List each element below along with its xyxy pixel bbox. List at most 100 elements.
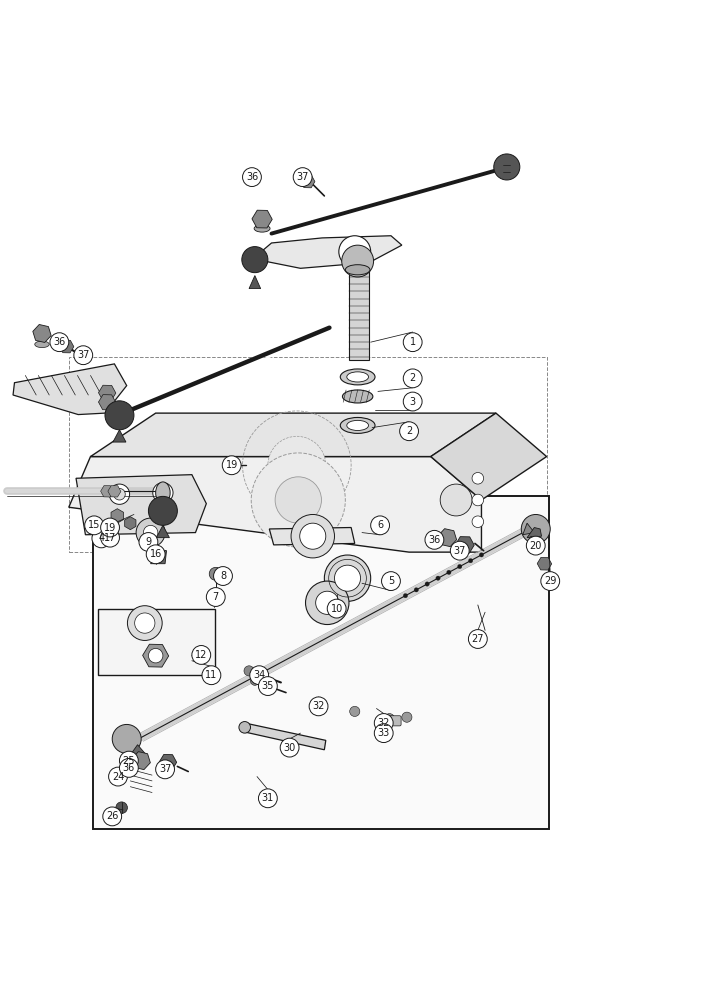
- Circle shape: [109, 484, 130, 504]
- Text: 26: 26: [106, 811, 119, 821]
- Text: 32: 32: [312, 701, 325, 711]
- Ellipse shape: [239, 722, 251, 733]
- Circle shape: [209, 567, 222, 580]
- Circle shape: [202, 666, 221, 685]
- Circle shape: [400, 422, 418, 441]
- Circle shape: [403, 594, 408, 598]
- Circle shape: [324, 555, 371, 601]
- Text: 36: 36: [429, 535, 440, 545]
- Circle shape: [109, 767, 127, 786]
- Text: 11: 11: [206, 670, 217, 680]
- Circle shape: [293, 168, 312, 187]
- Circle shape: [371, 516, 390, 535]
- Circle shape: [114, 488, 125, 500]
- Circle shape: [382, 572, 400, 590]
- Circle shape: [74, 346, 93, 365]
- Circle shape: [384, 714, 395, 724]
- Text: 12: 12: [195, 650, 208, 660]
- Circle shape: [327, 599, 346, 618]
- Circle shape: [275, 477, 321, 523]
- Circle shape: [342, 245, 374, 277]
- Circle shape: [143, 525, 158, 540]
- Circle shape: [85, 516, 104, 535]
- Circle shape: [479, 553, 484, 557]
- Circle shape: [425, 530, 444, 549]
- Circle shape: [112, 724, 141, 753]
- Circle shape: [414, 588, 418, 592]
- Polygon shape: [69, 457, 481, 552]
- Circle shape: [313, 699, 324, 709]
- Text: 30: 30: [284, 743, 295, 753]
- Text: 34: 34: [253, 670, 265, 680]
- Circle shape: [309, 697, 328, 716]
- Circle shape: [156, 760, 174, 779]
- Circle shape: [116, 802, 127, 813]
- Circle shape: [206, 588, 225, 606]
- Text: 1: 1: [410, 337, 416, 347]
- Circle shape: [300, 523, 326, 549]
- Circle shape: [541, 572, 560, 590]
- Circle shape: [119, 758, 138, 777]
- Ellipse shape: [35, 341, 49, 348]
- Polygon shape: [523, 523, 534, 535]
- Circle shape: [251, 453, 345, 547]
- Circle shape: [425, 582, 429, 586]
- Text: 4: 4: [98, 533, 104, 543]
- Circle shape: [101, 528, 119, 547]
- Ellipse shape: [347, 420, 369, 430]
- Circle shape: [153, 483, 173, 503]
- Text: 37: 37: [159, 764, 172, 774]
- Polygon shape: [13, 364, 127, 415]
- Text: 15: 15: [88, 520, 101, 530]
- Text: 25: 25: [122, 756, 135, 766]
- Polygon shape: [113, 430, 126, 442]
- Circle shape: [526, 536, 545, 555]
- Circle shape: [258, 677, 277, 695]
- Text: 2: 2: [410, 373, 416, 383]
- Polygon shape: [90, 413, 496, 457]
- Text: 36: 36: [246, 172, 258, 182]
- Circle shape: [494, 154, 520, 180]
- Text: 2: 2: [406, 426, 412, 436]
- Circle shape: [244, 666, 254, 676]
- Text: 7: 7: [213, 592, 219, 602]
- Circle shape: [148, 648, 163, 663]
- Circle shape: [350, 706, 360, 716]
- Text: 37: 37: [77, 350, 90, 360]
- Text: 37: 37: [453, 546, 466, 556]
- Ellipse shape: [340, 417, 375, 433]
- Text: 37: 37: [296, 172, 309, 182]
- Circle shape: [243, 168, 261, 187]
- Text: 19: 19: [104, 523, 116, 533]
- Circle shape: [214, 567, 232, 585]
- Circle shape: [374, 724, 393, 743]
- Circle shape: [374, 714, 393, 732]
- Text: 16: 16: [150, 549, 161, 559]
- Circle shape: [403, 392, 422, 411]
- Circle shape: [468, 559, 473, 563]
- Circle shape: [92, 529, 111, 548]
- Text: 5: 5: [388, 576, 394, 586]
- Circle shape: [251, 677, 259, 685]
- Polygon shape: [269, 528, 355, 545]
- Circle shape: [268, 436, 326, 494]
- Ellipse shape: [347, 372, 369, 382]
- Circle shape: [291, 514, 334, 558]
- Text: 20: 20: [529, 541, 542, 551]
- Text: 36: 36: [123, 763, 135, 773]
- Circle shape: [250, 666, 269, 685]
- Circle shape: [242, 247, 268, 273]
- Circle shape: [105, 401, 134, 430]
- Circle shape: [258, 789, 277, 808]
- Circle shape: [447, 570, 451, 575]
- Circle shape: [450, 541, 469, 560]
- Circle shape: [139, 533, 158, 551]
- Circle shape: [458, 564, 462, 569]
- Ellipse shape: [156, 482, 170, 504]
- Circle shape: [436, 576, 440, 580]
- Circle shape: [472, 494, 484, 506]
- Circle shape: [50, 333, 69, 352]
- Text: 27: 27: [471, 634, 484, 644]
- Text: 24: 24: [111, 772, 125, 782]
- Polygon shape: [527, 528, 542, 538]
